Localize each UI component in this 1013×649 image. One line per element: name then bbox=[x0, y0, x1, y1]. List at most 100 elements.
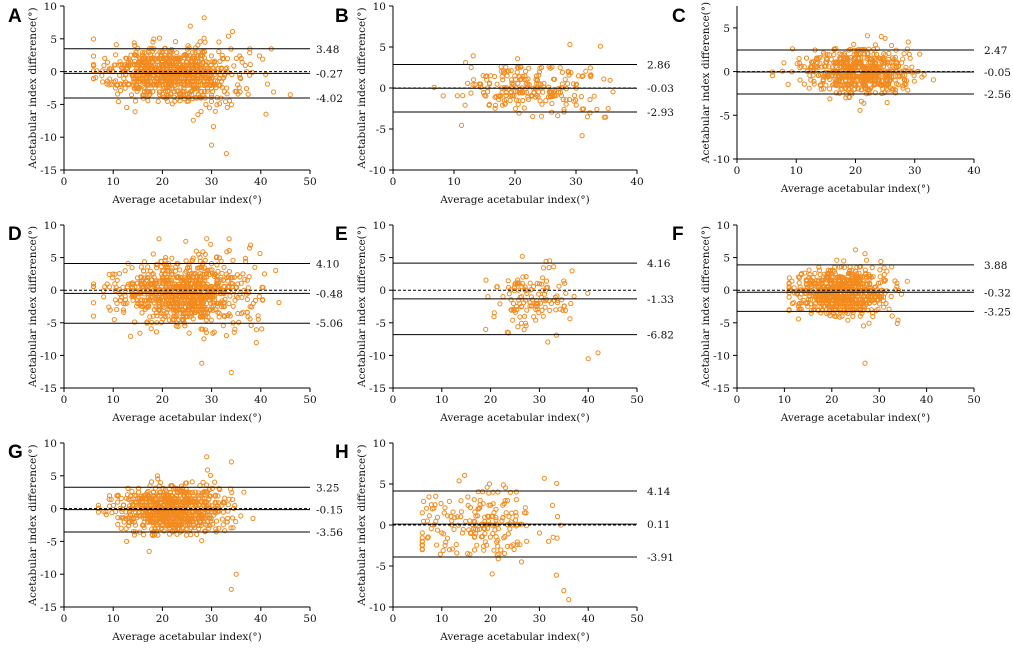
data-point bbox=[220, 323, 226, 329]
data-point bbox=[889, 264, 895, 270]
data-point bbox=[228, 369, 234, 375]
data-point bbox=[539, 275, 546, 281]
data-point bbox=[204, 482, 210, 488]
data-point bbox=[828, 294, 834, 300]
data-point bbox=[522, 505, 528, 511]
data-point bbox=[203, 327, 209, 333]
data-point bbox=[261, 271, 268, 277]
data-point bbox=[884, 99, 890, 106]
data-point bbox=[852, 86, 858, 92]
data-point bbox=[182, 270, 188, 276]
data-point bbox=[95, 502, 102, 508]
data-point bbox=[492, 527, 498, 533]
data-point bbox=[193, 307, 200, 314]
data-point bbox=[103, 512, 109, 518]
data-point bbox=[218, 65, 225, 71]
data-point bbox=[174, 50, 180, 56]
data-point bbox=[204, 236, 210, 242]
data-point bbox=[217, 58, 223, 65]
data-point bbox=[539, 101, 545, 107]
data-point bbox=[174, 499, 180, 505]
data-point bbox=[260, 297, 266, 303]
data-point bbox=[250, 515, 256, 522]
data-point bbox=[198, 303, 204, 309]
data-point bbox=[231, 63, 237, 69]
data-point bbox=[899, 72, 906, 78]
x-tick-label: 40 bbox=[582, 394, 595, 406]
data-point bbox=[492, 522, 498, 528]
y-tick-label: 5 bbox=[50, 253, 57, 265]
data-point bbox=[573, 102, 579, 108]
data-point bbox=[554, 513, 561, 520]
data-point bbox=[545, 284, 551, 290]
data-point bbox=[465, 494, 471, 500]
data-point bbox=[152, 85, 158, 91]
data-point bbox=[587, 110, 593, 116]
data-point bbox=[195, 66, 201, 72]
data-point bbox=[176, 293, 182, 299]
data-point bbox=[571, 92, 578, 99]
data-point bbox=[857, 288, 863, 294]
data-point bbox=[860, 63, 866, 70]
data-point bbox=[215, 493, 221, 499]
data-point bbox=[517, 90, 524, 96]
data-point bbox=[117, 505, 123, 511]
x-tick-label: 10 bbox=[107, 176, 120, 188]
data-point bbox=[808, 77, 814, 83]
data-point bbox=[122, 288, 128, 294]
data-point bbox=[827, 96, 833, 102]
data-point bbox=[218, 304, 225, 310]
lower-loa-label: -3.91 bbox=[647, 552, 674, 564]
data-point bbox=[798, 271, 805, 277]
data-point bbox=[857, 107, 863, 113]
data-point bbox=[500, 294, 506, 300]
data-point bbox=[179, 91, 185, 97]
data-point bbox=[877, 280, 883, 286]
data-point bbox=[153, 79, 159, 85]
data-point bbox=[197, 277, 203, 283]
data-point bbox=[189, 82, 195, 88]
data-point bbox=[158, 496, 164, 502]
mean-diff-label: -0.15 bbox=[316, 505, 343, 517]
data-point bbox=[193, 248, 199, 254]
data-point bbox=[478, 534, 484, 540]
data-point bbox=[530, 284, 537, 290]
data-point bbox=[861, 83, 867, 89]
data-point bbox=[540, 265, 547, 271]
data-point bbox=[495, 489, 501, 495]
data-point bbox=[118, 525, 124, 532]
data-point bbox=[834, 303, 841, 309]
data-point bbox=[825, 297, 831, 303]
y-tick-label: 0 bbox=[379, 83, 386, 95]
data-point bbox=[819, 307, 825, 313]
data-point bbox=[865, 307, 871, 313]
data-point bbox=[847, 73, 853, 79]
x-axis-title: Average acetabular index(°) bbox=[111, 194, 262, 206]
data-point bbox=[501, 535, 507, 541]
data-point bbox=[236, 319, 242, 325]
data-point bbox=[458, 122, 465, 129]
data-point bbox=[208, 317, 214, 323]
data-point bbox=[228, 102, 235, 108]
data-point bbox=[512, 309, 519, 315]
data-point bbox=[182, 516, 188, 522]
data-point bbox=[183, 499, 189, 505]
data-point bbox=[139, 310, 145, 316]
data-point bbox=[108, 496, 114, 503]
data-point bbox=[168, 271, 175, 277]
data-point bbox=[159, 274, 165, 280]
data-point bbox=[834, 257, 840, 263]
data-point bbox=[216, 255, 223, 261]
data-point bbox=[440, 93, 446, 99]
data-point bbox=[474, 542, 480, 548]
data-point bbox=[223, 333, 229, 339]
x-tick-label: 10 bbox=[435, 613, 448, 625]
data-point bbox=[486, 513, 492, 520]
data-point bbox=[566, 597, 572, 603]
data-point bbox=[208, 71, 215, 78]
x-tick-label: 0 bbox=[734, 165, 741, 177]
data-point bbox=[860, 301, 866, 307]
data-point bbox=[510, 317, 516, 323]
panel-letter: G bbox=[8, 442, 23, 463]
data-point bbox=[248, 322, 254, 328]
